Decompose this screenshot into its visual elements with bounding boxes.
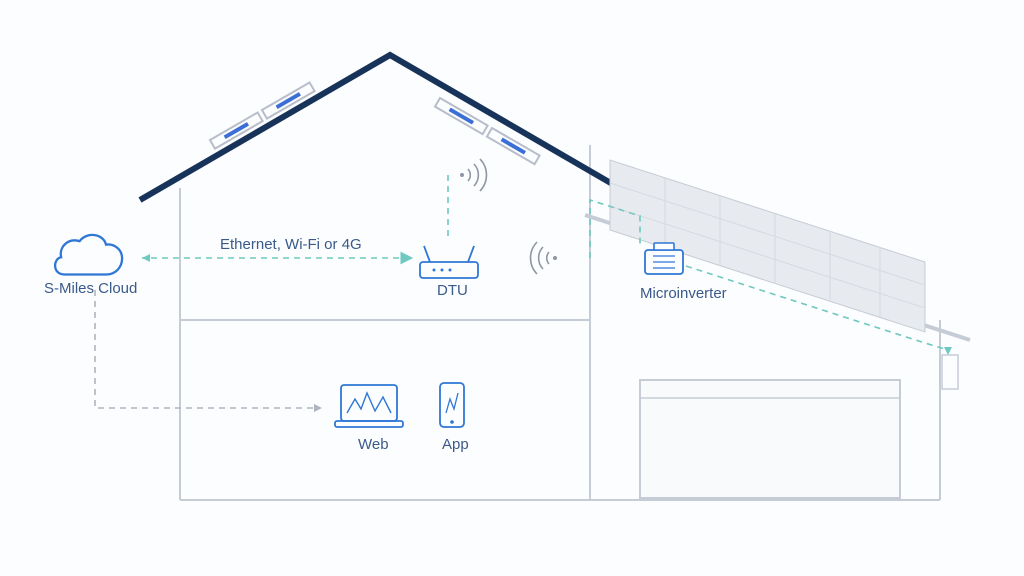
dtu-icon — [420, 246, 478, 278]
wifi-icon-up — [460, 159, 486, 191]
phone-icon — [440, 383, 464, 427]
cloud-label: S-Miles Cloud — [44, 280, 137, 297]
connection-label: Ethernet, Wi-Fi or 4G — [220, 236, 362, 253]
link-cloud-clients — [95, 290, 320, 408]
wifi-icon-side — [531, 242, 557, 274]
microinverter-label: Microinverter — [640, 285, 727, 302]
app-label: App — [442, 436, 469, 453]
laptop-icon — [335, 385, 403, 427]
dtu-label: DTU — [437, 282, 468, 299]
roof-solar-panels — [210, 83, 540, 165]
system-diagram — [0, 0, 1024, 576]
cloud-icon — [55, 235, 122, 275]
main-roof — [140, 55, 640, 200]
web-label: Web — [358, 436, 389, 453]
